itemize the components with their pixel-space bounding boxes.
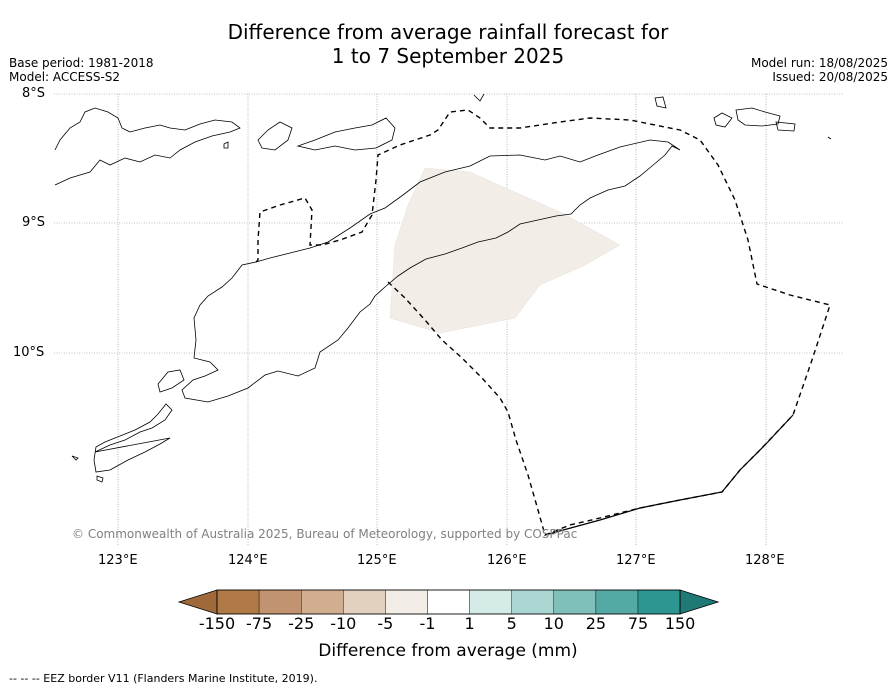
issued-date: Issued: 20/08/2025	[772, 70, 888, 84]
colorbar-segment	[216, 589, 260, 615]
lat-label-8s: 8°S	[22, 86, 46, 101]
colorbar-segment	[637, 589, 681, 615]
colorbar	[177, 589, 720, 615]
colorbar-tick-label: -5	[377, 614, 394, 633]
colorbar-segment	[427, 589, 470, 615]
lat-label-9s: 9°S	[22, 215, 46, 230]
coastlines	[54, 93, 796, 483]
lon-label-127e: 127°E	[616, 553, 656, 568]
model-run: Model run: 18/08/2025	[750, 56, 888, 70]
lon-label-128e: 128°E	[745, 553, 785, 568]
colorbar-segment	[301, 589, 344, 615]
timor-coastline	[181, 139, 681, 403]
base-period: Base period: 1981-2018	[9, 56, 154, 70]
colorbar-tick-label: -150	[198, 614, 236, 633]
colorbar-tick-label: -75	[246, 614, 273, 633]
map-title-line2: 1 to 7 September 2025	[331, 44, 565, 68]
eez-footnote: -- -- -- EEZ border V11 (Flanders Marine…	[9, 672, 318, 685]
colorbar-extend-low	[177, 589, 218, 615]
colorbar-segment	[385, 589, 428, 615]
lon-label-126e: 126°E	[487, 553, 527, 568]
colorbar-segment	[553, 589, 597, 615]
colorbar-tick-label: 10	[543, 614, 564, 633]
copyright-credit: © Commonwealth of Australia 2025, Bureau…	[72, 527, 578, 541]
pantar-coastline	[257, 121, 293, 151]
colorbar-segment	[469, 589, 512, 615]
colorbar-segment	[258, 589, 302, 615]
lon-label-124e: 124°E	[228, 553, 268, 568]
lat-label-10s: 10°S	[13, 345, 45, 360]
colorbar-tick-label: 150	[664, 614, 696, 633]
eez-border	[253, 109, 831, 536]
colorbar-tick-label: 25	[585, 614, 607, 633]
colorbar-tick-label: -25	[288, 614, 315, 633]
map-title-line1: Difference from average rainfall forecas…	[227, 20, 669, 44]
colorbar-segment	[511, 589, 555, 615]
lon-label-123e: 123°E	[98, 553, 138, 568]
colorbar-extend-high	[679, 589, 720, 615]
wetar-coastline	[735, 107, 781, 127]
colorbar-tick-label: 5	[506, 614, 517, 633]
model-name: Model: ACCESS-S2	[9, 70, 121, 84]
colorbar-tick-label: 75	[627, 614, 649, 633]
colorbar-tick-label: 1	[464, 614, 475, 633]
colorbar-tick-label: -1	[419, 614, 436, 633]
alor-coastline	[296, 117, 396, 151]
sumba-coastline	[93, 403, 173, 473]
flores-coastline	[54, 107, 241, 186]
colorbar-segment	[595, 589, 639, 615]
colorbar-tick-label: -10	[330, 614, 357, 633]
colorbar-segment	[343, 589, 386, 615]
lon-label-125e: 125°E	[357, 553, 397, 568]
colorbar-title: Difference from average (mm)	[318, 641, 578, 661]
rainfall-anomaly-region	[389, 167, 621, 334]
